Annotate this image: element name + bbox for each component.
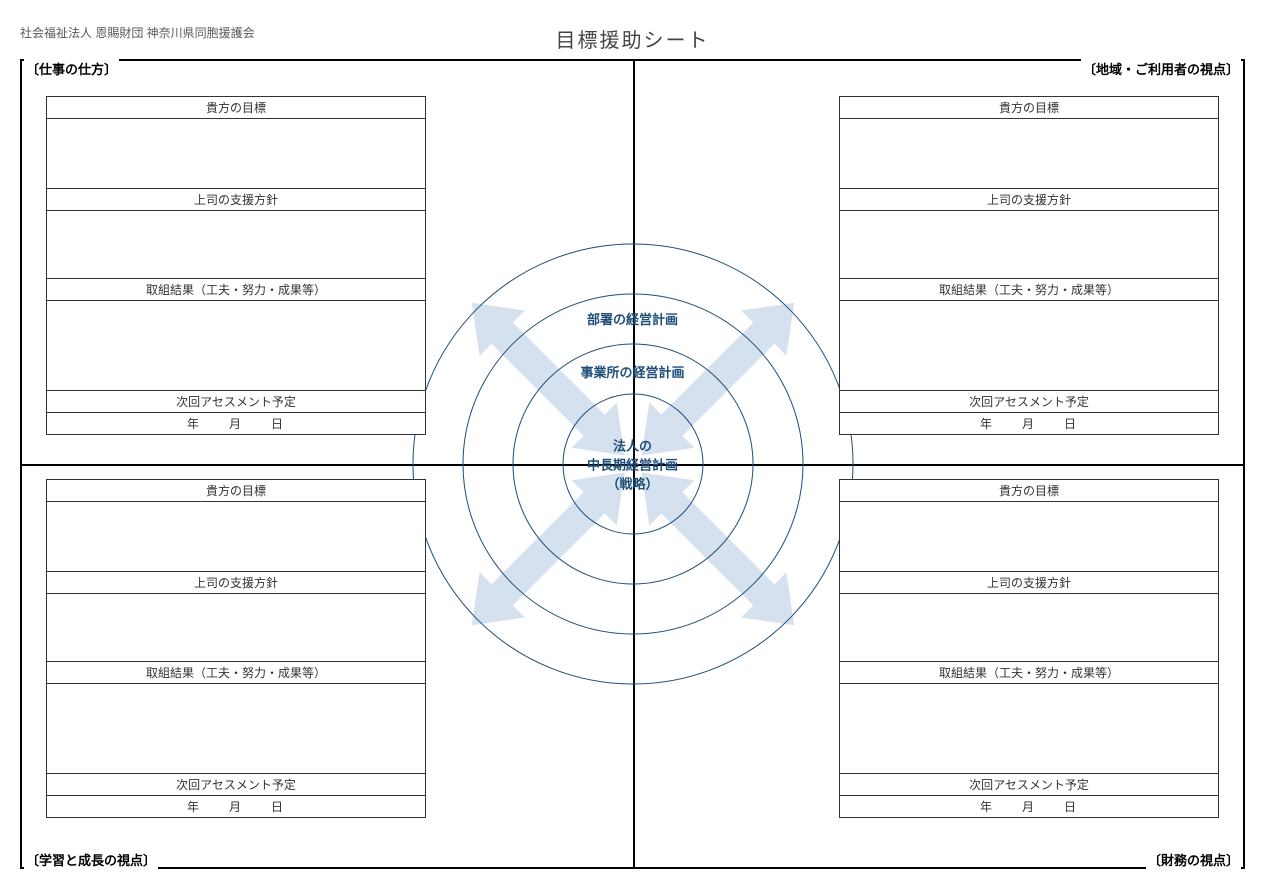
- next-hdr: 次回アセスメント予定: [47, 773, 425, 795]
- sheet-frame: 〔仕事の仕方〕 〔地域・ご利用者の視点〕 〔学習と成長の視点〕 〔財務の視点〕 …: [20, 59, 1245, 869]
- panel-bl: 貴方の目標 上司の支援方針 取組結果（工夫・努力・成果等） 次回アセスメント予定…: [46, 479, 426, 818]
- date-line[interactable]: 年 月 日: [840, 412, 1218, 434]
- ring-label-mid: 事業所の経営計画: [580, 362, 684, 381]
- result-hdr: 取組結果（工夫・努力・成果等）: [47, 661, 425, 683]
- goal-hdr: 貴方の目標: [47, 480, 425, 501]
- panel-br: 貴方の目標 上司の支援方針 取組結果（工夫・努力・成果等） 次回アセスメント予定…: [839, 479, 1219, 818]
- goal-hdr: 貴方の目標: [47, 97, 425, 118]
- center-diagram: [373, 204, 893, 724]
- goal-body[interactable]: [840, 118, 1218, 188]
- supervisor-hdr: 上司の支援方針: [840, 571, 1218, 593]
- next-hdr: 次回アセスメント予定: [840, 773, 1218, 795]
- page-title: 目標援助シート: [0, 24, 1265, 53]
- goal-body[interactable]: [47, 118, 425, 188]
- supervisor-hdr: 上司の支援方針: [47, 188, 425, 210]
- result-hdr: 取組結果（工夫・努力・成果等）: [47, 278, 425, 300]
- result-body[interactable]: [840, 683, 1218, 773]
- goal-hdr: 貴方の目標: [840, 97, 1218, 118]
- supervisor-body[interactable]: [840, 593, 1218, 661]
- result-hdr: 取組結果（工夫・努力・成果等）: [840, 278, 1218, 300]
- quadrant-label-tr: 〔地域・ご利用者の視点〕: [1081, 59, 1241, 78]
- supervisor-body[interactable]: [840, 210, 1218, 278]
- goal-body[interactable]: [840, 501, 1218, 571]
- panel-tr: 貴方の目標 上司の支援方針 取組結果（工夫・努力・成果等） 次回アセスメント予定…: [839, 96, 1219, 435]
- date-line[interactable]: 年 月 日: [47, 795, 425, 817]
- supervisor-hdr: 上司の支援方針: [47, 571, 425, 593]
- next-hdr: 次回アセスメント予定: [47, 390, 425, 412]
- next-hdr: 次回アセスメント予定: [840, 390, 1218, 412]
- goal-hdr: 貴方の目標: [840, 480, 1218, 501]
- quadrant-label-br: 〔財務の視点〕: [1146, 850, 1241, 869]
- quadrant-label-tl: 〔仕事の仕方〕: [24, 59, 119, 78]
- result-body[interactable]: [47, 300, 425, 390]
- goal-body[interactable]: [47, 501, 425, 571]
- ring-label-outer: 部署の経営計画: [587, 309, 678, 328]
- result-body[interactable]: [47, 683, 425, 773]
- date-line[interactable]: 年 月 日: [47, 412, 425, 434]
- result-hdr: 取組結果（工夫・努力・成果等）: [840, 661, 1218, 683]
- quadrant-label-bl: 〔学習と成長の視点〕: [24, 850, 158, 869]
- supervisor-hdr: 上司の支援方針: [840, 188, 1218, 210]
- result-body[interactable]: [840, 300, 1218, 390]
- panel-tl: 貴方の目標 上司の支援方針 取組結果（工夫・努力・成果等） 次回アセスメント予定…: [46, 96, 426, 435]
- supervisor-body[interactable]: [47, 210, 425, 278]
- date-line[interactable]: 年 月 日: [840, 795, 1218, 817]
- supervisor-body[interactable]: [47, 593, 425, 661]
